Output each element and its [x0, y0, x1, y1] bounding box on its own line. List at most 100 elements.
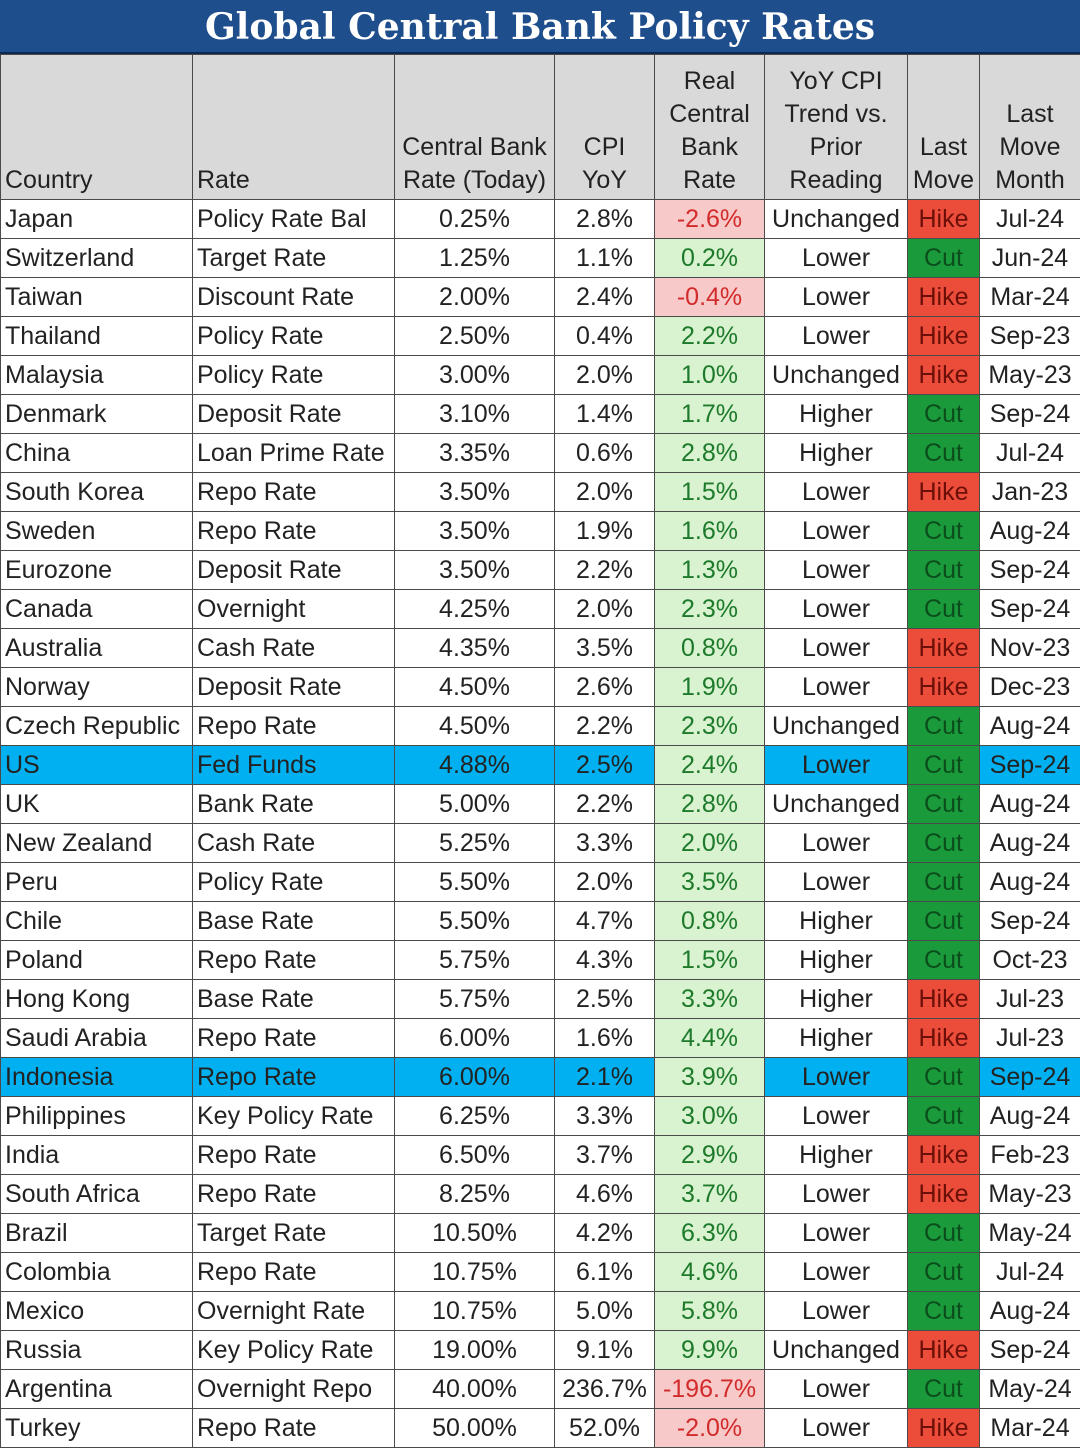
- central-bank-rate-cell: 1.25%: [394, 238, 555, 278]
- rate-name-cell: Policy Rate: [192, 862, 395, 902]
- cpi-yoy-cell: 2.2%: [554, 550, 655, 590]
- table-row: UK Bank Rate 5.00% 2.2% 2.8% Unchanged Cut Aug-…: [0, 784, 1080, 824]
- real-rate-cell: 2.8%: [654, 784, 765, 824]
- central-bank-rate-cell: 5.75%: [394, 979, 555, 1019]
- central-bank-rate-cell: 10.50%: [394, 1213, 555, 1253]
- table-row: US Fed Funds 4.88% 2.5% 2.4% Lower Cut Sep-24: [0, 745, 1080, 785]
- last-move-month-cell: Sep-24: [979, 901, 1080, 941]
- central-bank-rate-cell: 50.00%: [394, 1408, 555, 1448]
- last-move-cell: Cut: [907, 394, 980, 434]
- rate-name-cell: Bank Rate: [192, 784, 395, 824]
- rate-name-cell: Repo Rate: [192, 1174, 395, 1214]
- table-row: Indonesia Repo Rate 6.00% 2.1% 3.9% Lower Cut S…: [0, 1057, 1080, 1097]
- header-country[interactable]: Country: [0, 54, 193, 200]
- real-rate-cell: 0.8%: [654, 901, 765, 941]
- cpi-trend-cell: Higher: [764, 901, 908, 941]
- real-rate-cell: 1.6%: [654, 511, 765, 551]
- last-move-cell: Cut: [907, 901, 980, 941]
- last-move-month-cell: May-23: [979, 355, 1080, 395]
- rate-name-cell: Key Policy Rate: [192, 1330, 395, 1370]
- rate-name-cell: Repo Rate: [192, 706, 395, 746]
- last-move-cell: Cut: [907, 1057, 980, 1097]
- last-move-month-cell: Sep-24: [979, 589, 1080, 629]
- header-rate[interactable]: Rate: [192, 54, 395, 200]
- real-rate-cell: 2.9%: [654, 1135, 765, 1175]
- cpi-trend-cell: Lower: [764, 628, 908, 668]
- last-move-month-cell: Sep-24: [979, 550, 1080, 590]
- country-cell: Japan: [0, 199, 193, 239]
- rate-name-cell: Deposit Rate: [192, 667, 395, 707]
- country-cell: South Africa: [0, 1174, 193, 1214]
- cpi-yoy-cell: 4.2%: [554, 1213, 655, 1253]
- central-bank-rate-cell: 3.50%: [394, 550, 555, 590]
- cpi-trend-cell: Unchanged: [764, 1330, 908, 1370]
- country-cell: Saudi Arabia: [0, 1018, 193, 1058]
- last-move-month-cell: Feb-23: [979, 1135, 1080, 1175]
- real-rate-cell: 1.0%: [654, 355, 765, 395]
- table-row: Denmark Deposit Rate 3.10% 1.4% 1.7% Higher Cu…: [0, 394, 1080, 434]
- country-cell: Sweden: [0, 511, 193, 551]
- cpi-trend-cell: Lower: [764, 1096, 908, 1136]
- country-cell: Taiwan: [0, 277, 193, 317]
- header-central-bank-rate[interactable]: Central Bank Rate (Today): [394, 54, 555, 200]
- cpi-yoy-cell: 2.0%: [554, 862, 655, 902]
- last-move-cell: Hike: [907, 277, 980, 317]
- rate-name-cell: Policy Rate: [192, 355, 395, 395]
- table-row: Canada Overnight 4.25% 2.0% 2.3% Lower Cut Sep-…: [0, 589, 1080, 629]
- country-cell: Switzerland: [0, 238, 193, 278]
- last-move-cell: Hike: [907, 667, 980, 707]
- cpi-yoy-cell: 6.1%: [554, 1252, 655, 1292]
- table-row: Switzerland Target Rate 1.25% 1.1% 0.2% Lower…: [0, 238, 1080, 278]
- last-move-cell: Cut: [907, 433, 980, 473]
- cpi-yoy-cell: 2.0%: [554, 472, 655, 512]
- header-real-rate[interactable]: Real Central Bank Rate: [654, 54, 765, 200]
- country-cell: Denmark: [0, 394, 193, 434]
- rate-name-cell: Target Rate: [192, 1213, 395, 1253]
- cpi-yoy-cell: 3.3%: [554, 823, 655, 863]
- header-cpi-trend[interactable]: YoY CPI Trend vs. Prior Reading: [764, 54, 908, 200]
- last-move-month-cell: Aug-24: [979, 823, 1080, 863]
- cpi-trend-cell: Lower: [764, 238, 908, 278]
- rate-name-cell: Key Policy Rate: [192, 1096, 395, 1136]
- last-move-month-cell: May-24: [979, 1213, 1080, 1253]
- last-move-cell: Cut: [907, 706, 980, 746]
- last-move-cell: Cut: [907, 238, 980, 278]
- cpi-yoy-cell: 236.7%: [554, 1369, 655, 1409]
- cpi-yoy-cell: 9.1%: [554, 1330, 655, 1370]
- country-cell: New Zealand: [0, 823, 193, 863]
- rate-name-cell: Target Rate: [192, 238, 395, 278]
- cpi-trend-cell: Lower: [764, 862, 908, 902]
- central-bank-rate-cell: 4.50%: [394, 706, 555, 746]
- country-cell: Eurozone: [0, 550, 193, 590]
- header-cpi-yoy[interactable]: CPI YoY: [554, 54, 655, 200]
- table-row: South Korea Repo Rate 3.50% 2.0% 1.5% Lower Hi…: [0, 472, 1080, 512]
- cpi-trend-cell: Lower: [764, 1213, 908, 1253]
- header-last-move[interactable]: Last Move: [907, 54, 980, 200]
- central-bank-rate-cell: 4.88%: [394, 745, 555, 785]
- cpi-yoy-cell: 3.3%: [554, 1096, 655, 1136]
- real-rate-cell: 3.3%: [654, 979, 765, 1019]
- country-cell: Malaysia: [0, 355, 193, 395]
- header-last-move-month[interactable]: Last Move Month: [979, 54, 1080, 200]
- rate-name-cell: Repo Rate: [192, 1057, 395, 1097]
- last-move-month-cell: Aug-24: [979, 511, 1080, 551]
- country-cell: India: [0, 1135, 193, 1175]
- rate-name-cell: Repo Rate: [192, 1252, 395, 1292]
- real-rate-cell: 2.3%: [654, 589, 765, 629]
- real-rate-cell: 0.8%: [654, 628, 765, 668]
- cpi-yoy-cell: 3.5%: [554, 628, 655, 668]
- central-bank-rate-cell: 19.00%: [394, 1330, 555, 1370]
- last-move-cell: Cut: [907, 589, 980, 629]
- last-move-month-cell: Nov-23: [979, 628, 1080, 668]
- real-rate-cell: -0.4%: [654, 277, 765, 317]
- cpi-yoy-cell: 1.4%: [554, 394, 655, 434]
- table-row: Peru Policy Rate 5.50% 2.0% 3.5% Lower Cut Aug-…: [0, 862, 1080, 902]
- country-cell: Mexico: [0, 1291, 193, 1331]
- cpi-yoy-cell: 2.5%: [554, 979, 655, 1019]
- country-cell: Czech Republic: [0, 706, 193, 746]
- real-rate-cell: -2.6%: [654, 199, 765, 239]
- last-move-month-cell: Sep-24: [979, 745, 1080, 785]
- central-bank-rate-cell: 5.50%: [394, 862, 555, 902]
- table-row: Brazil Target Rate 10.50% 4.2% 6.3% Lower Cut M…: [0, 1213, 1080, 1253]
- central-bank-rate-cell: 6.00%: [394, 1018, 555, 1058]
